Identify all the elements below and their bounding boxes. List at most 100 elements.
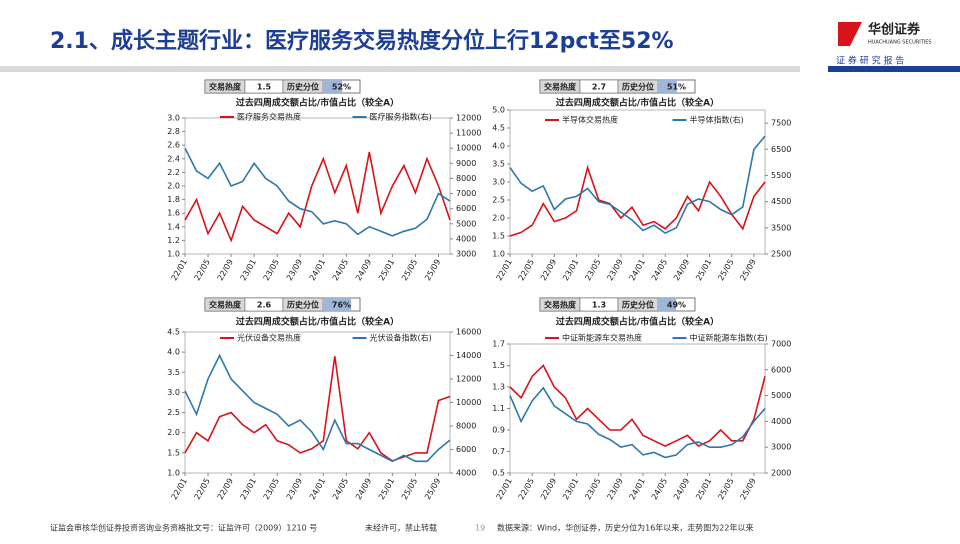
percentile-bar — [658, 298, 677, 311]
legend-label: 中证新能源车指数(右) — [690, 333, 768, 343]
x-tick-label: 24/09 — [354, 477, 373, 501]
y2-tick-label: 3000 — [771, 443, 791, 452]
percentile-label: 76% — [332, 301, 351, 310]
y-tick-label: 2.0 — [167, 428, 180, 437]
y-tick-label: 4.5 — [492, 124, 505, 133]
x-tick-label: 22/09 — [539, 258, 558, 282]
y2-tick-label: 8000 — [456, 422, 476, 431]
percentile-label: 51% — [667, 83, 686, 92]
y2-tick-label: 6000 — [771, 365, 791, 374]
chart-title: 过去四周成交额占比/市值占比（较全A） — [236, 316, 399, 328]
series-line — [509, 164, 766, 237]
x-tick-label: 23/09 — [285, 258, 304, 282]
info-pct_label: 历史分位 — [622, 82, 654, 92]
x-tick-label: 22/01 — [170, 258, 189, 282]
x-tick-label: 22/05 — [193, 258, 212, 282]
x-tick-label: 24/05 — [331, 477, 350, 501]
slide-title: 2.1、成长主题行业：医疗服务交易热度分位上行12pct至52% — [50, 28, 674, 54]
footer-license: 证监会审核华创证券投资咨询业务资格批文号：证监许可（2009）1210 号 — [50, 523, 317, 533]
footer-notice: 未经许可，禁止转载 — [365, 523, 437, 533]
x-tick-label: 22/05 — [517, 258, 536, 282]
x-tick-label: 22/01 — [495, 477, 514, 501]
plot-frame — [509, 109, 766, 255]
chart-title: 过去四周成交额占比/市值占比（较全A） — [556, 97, 719, 109]
series-line — [509, 386, 766, 459]
y-tick-label: 1.3 — [492, 383, 505, 392]
plot-frame — [509, 343, 766, 474]
info-heat: 1.3 — [592, 301, 606, 310]
chart-title: 过去四周成交额占比/市值占比（较全A） — [556, 316, 719, 328]
x-tick-label: 24/05 — [650, 477, 669, 501]
series-line — [509, 364, 766, 448]
x-tick-label: 23/01 — [561, 477, 580, 501]
series-line — [509, 135, 766, 235]
logo-icon — [838, 22, 862, 46]
percentile-label: 49% — [667, 301, 686, 310]
y-tick-label: 2.4 — [167, 154, 180, 163]
x-tick-label: 23/05 — [262, 477, 281, 501]
x-tick-label: 24/01 — [308, 258, 327, 282]
y-tick-label: 0.7 — [492, 447, 505, 456]
y-tick-label: 2.6 — [167, 141, 180, 150]
y2-tick-label: 6500 — [771, 145, 791, 154]
y-tick-label: 3.5 — [167, 368, 180, 377]
x-tick-label: 25/05 — [716, 258, 735, 282]
info-heat: 1.5 — [257, 83, 272, 92]
y-tick-label: 4.5 — [167, 328, 180, 337]
info-heat_label: 交易热度 — [209, 300, 242, 310]
y2-tick-label: 3500 — [771, 223, 791, 232]
x-tick-label: 24/01 — [628, 258, 647, 282]
info-heat_label: 交易热度 — [209, 82, 242, 92]
y-tick-label: 3.0 — [492, 178, 505, 187]
y2-tick-label: 9000 — [456, 159, 476, 168]
x-tick-label: 25/09 — [423, 477, 442, 501]
y2-tick-label: 5500 — [771, 171, 791, 180]
y2-tick-label: 7000 — [456, 189, 476, 198]
y2-tick-label: 4000 — [456, 469, 476, 478]
report-tag: 证 券 研 究 报 告 — [836, 55, 904, 67]
y2-tick-label: 10000 — [456, 398, 481, 407]
logo-en: HUACHUANG SECURITIES — [868, 40, 932, 46]
y2-tick-label: 11000 — [456, 129, 481, 138]
x-tick-label: 25/01 — [377, 477, 396, 501]
x-tick-label: 23/09 — [605, 477, 624, 501]
y-tick-label: 1.2 — [167, 236, 180, 245]
x-tick-label: 22/09 — [216, 477, 235, 501]
x-tick-label: 22/05 — [517, 477, 536, 501]
header-bar-accent — [828, 66, 960, 72]
y-tick-label: 1.5 — [167, 448, 180, 457]
x-tick-label: 24/01 — [628, 477, 647, 501]
logo-text: 华创证券 — [868, 22, 921, 38]
y2-tick-label: 16000 — [456, 328, 481, 337]
y-tick-label: 1.5 — [492, 232, 505, 241]
y-tick-label: 1.4 — [167, 222, 180, 231]
plot-frame — [184, 117, 451, 255]
x-tick-label: 22/01 — [495, 258, 514, 282]
y-tick-label: 4.0 — [167, 348, 180, 357]
y2-tick-label: 12000 — [456, 375, 481, 384]
series-line — [184, 356, 451, 462]
info-heat: 2.6 — [257, 301, 272, 310]
y2-tick-label: 10000 — [456, 144, 481, 153]
x-tick-label: 24/09 — [354, 258, 373, 282]
x-tick-label: 23/09 — [285, 477, 304, 501]
y2-tick-label: 12000 — [456, 114, 481, 123]
x-tick-label: 22/09 — [216, 258, 235, 282]
x-tick-label: 23/01 — [239, 477, 258, 501]
percentile-bar — [323, 80, 343, 93]
y-tick-label: 4.0 — [492, 142, 505, 151]
y2-tick-label: 5000 — [771, 391, 791, 400]
legend-label: 半导体交易热度 — [562, 115, 618, 125]
x-tick-label: 25/09 — [423, 258, 442, 282]
x-tick-label: 23/09 — [605, 258, 624, 282]
legend-label: 光伏设备交易热度 — [237, 333, 301, 343]
y2-tick-label: 4500 — [771, 197, 791, 206]
x-tick-label: 23/05 — [262, 258, 281, 282]
y-tick-label: 1.0 — [492, 250, 505, 259]
percentile-label: 52% — [332, 83, 351, 92]
x-tick-label: 22/05 — [193, 477, 212, 501]
y2-tick-label: 2000 — [771, 469, 791, 478]
x-tick-label: 25/05 — [400, 477, 419, 501]
legend-label: 半导体指数(右) — [690, 115, 744, 125]
